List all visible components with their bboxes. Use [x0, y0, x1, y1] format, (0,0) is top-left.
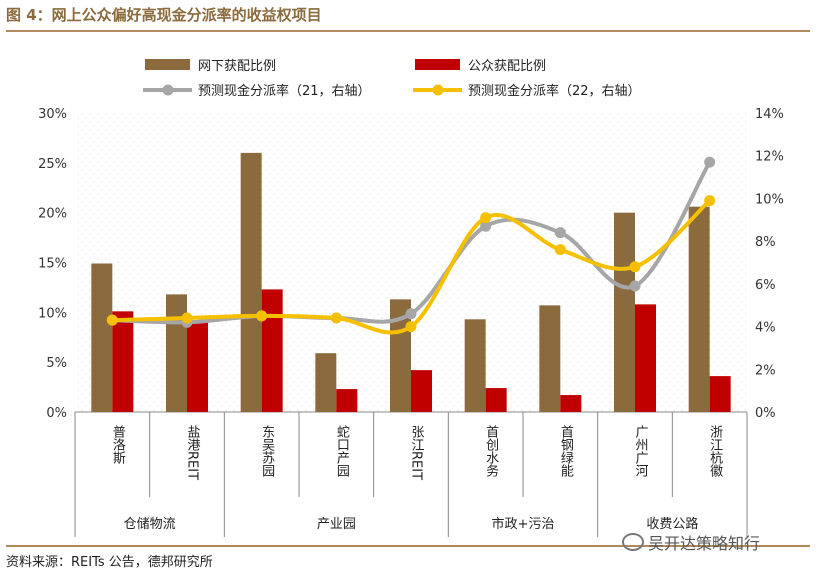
bar-offline-allocation [91, 263, 113, 412]
category-label: 东吴苏园 [259, 425, 275, 477]
category-label: 蛇口产园 [334, 425, 350, 477]
left-tick-label: 20% [38, 207, 67, 222]
footer-rule [6, 545, 810, 547]
legend-swatch [145, 59, 190, 70]
line-yield-2022-point [629, 261, 641, 273]
line-yield-2021-point [405, 308, 417, 320]
wechat-icon [622, 533, 644, 551]
bar-offline-allocation [539, 305, 561, 412]
bar-public-allocation [187, 322, 208, 412]
bar-offline-allocation [315, 353, 337, 412]
chart: 0% 5% 10% 15% 20% 25% 30% 0% 2% 4% 6% 8% 10% 12% 14% 仓储… [38, 59, 784, 537]
right-tick-label: 10% [755, 192, 784, 207]
right-tick-label: 12% [755, 150, 784, 165]
left-tick-label: 15% [38, 257, 67, 272]
right-tick-label: 6% [755, 278, 776, 293]
bar-public-allocation [112, 311, 134, 412]
line-yield-2022-point [256, 310, 268, 322]
legend-swatch-marker [162, 84, 174, 96]
category-label: 首创水务 [483, 425, 499, 477]
category-label: 首钢绿能 [558, 425, 574, 477]
line-yield-2022-point [554, 244, 566, 256]
line-yield-2022-point [405, 321, 417, 333]
right-tick-label: 2% [755, 363, 776, 378]
line-yield-2022-point [480, 212, 492, 224]
right-tick-label: 8% [755, 235, 776, 250]
source-note: 资料来源：REITs 公告，德邦研究所 [6, 555, 213, 570]
category-label: 浙江杭徽 [707, 425, 723, 477]
category-label: 普洛斯 [110, 425, 126, 465]
bar-public-allocation [709, 376, 731, 412]
legend-swatch-marker [432, 84, 444, 96]
category-label: 广州广河 [633, 425, 649, 477]
bar-offline-allocation [688, 206, 710, 412]
right-tick-label: 0% [755, 406, 776, 421]
left-tick-label: 25% [38, 157, 67, 172]
bar-public-allocation [336, 389, 358, 412]
left-tick-label: 5% [46, 356, 67, 371]
bar-offline-allocation [240, 152, 262, 412]
line-yield-2022 [112, 199, 712, 335]
bar-offline-allocation [464, 319, 486, 412]
bar-offline-allocation [614, 212, 635, 412]
title-rule [6, 30, 810, 32]
legend-label: 公众获配比例 [468, 59, 546, 74]
line-yield-2021-point [629, 280, 641, 292]
group-label: 收费公路 [646, 516, 698, 532]
line-yield-2021-point [480, 220, 492, 232]
bar-public-allocation [635, 304, 656, 412]
bar-public-allocation [560, 395, 582, 412]
watermark: 吴开达策略知行 [622, 530, 760, 554]
line-yield-2022-point [704, 195, 716, 207]
line-yield-2022-point [106, 314, 118, 326]
group-label: 仓储物流 [124, 517, 176, 532]
line-yield-2021-point [704, 156, 716, 168]
bar-public-allocation [485, 388, 507, 412]
watermark-text: 吴开达策略知行 [648, 534, 761, 553]
left-tick-label: 30% [38, 107, 67, 122]
category-label: 张江REIT [409, 425, 425, 480]
right-tick-label: 14% [755, 107, 784, 122]
line-yield-2022-point [330, 312, 342, 324]
group-label: 市政+污治 [492, 516, 555, 532]
bar-public-allocation [411, 370, 432, 412]
bar-offline-allocation [166, 294, 187, 412]
left-tick-label: 10% [38, 306, 67, 321]
legend-label: 预测现金分派率（22，右轴） [468, 83, 641, 99]
figure-title: 图 4：网上公众偏好高现金分派率的收益权项目 [6, 6, 322, 24]
bar-public-allocation [261, 289, 283, 412]
left-tick-label: 0% [46, 406, 67, 421]
group-label: 产业园 [317, 517, 356, 532]
category-label: 盐港REIT [185, 425, 201, 480]
line-yield-2022-point [181, 312, 193, 324]
legend-label: 网下获配比例 [198, 59, 276, 74]
legend-swatch [415, 59, 460, 70]
right-tick-label: 4% [755, 321, 776, 336]
line-yield-2021-point [554, 227, 566, 239]
legend-label: 预测现金分派率（21，右轴） [198, 83, 371, 99]
